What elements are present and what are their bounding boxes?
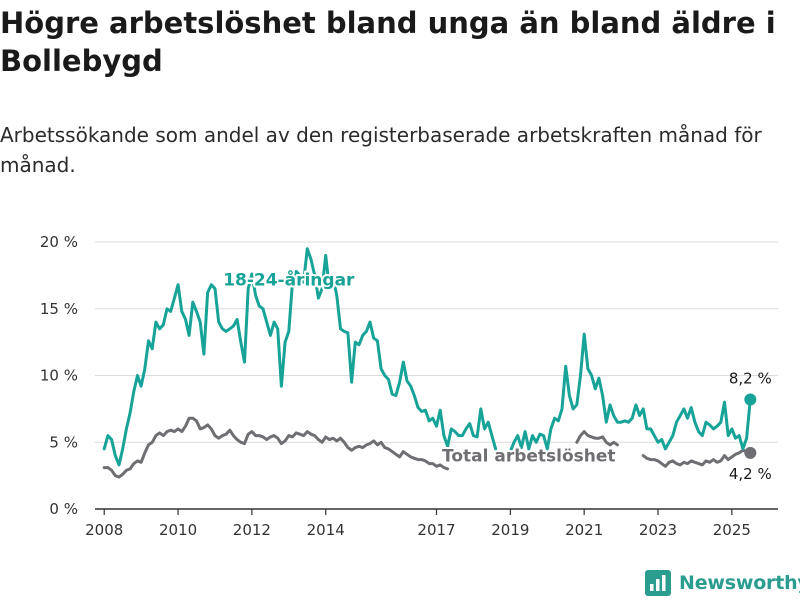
- x-tick-label: 2019: [491, 521, 529, 539]
- series-annotations: 18-24-åringar Total arbetslöshet: [221, 266, 617, 468]
- chart-subtitle: Arbetssökande som andel av den registerb…: [0, 123, 762, 177]
- grid-lines: [95, 241, 778, 443]
- y-tick-label: 15 %: [40, 300, 78, 318]
- x-tick-label: 2025: [713, 521, 751, 539]
- x-tick-label: 2012: [233, 521, 271, 539]
- end-label-total: 4,2 %: [729, 465, 772, 483]
- x-tick-label: 2021: [565, 521, 603, 539]
- series-end-markers: 8,2 % 4,2 %: [729, 370, 772, 483]
- series-lines: [102, 247, 752, 479]
- end-marker-youth: [744, 393, 757, 406]
- x-tick-label: 2008: [85, 521, 123, 539]
- y-tick-label: 10 %: [40, 367, 78, 385]
- series-label-total: Total arbetslöshet: [442, 447, 616, 467]
- newsworthy-logo-icon: [645, 570, 671, 596]
- chart-title: Högre arbetslöshet bland unga än bland ä…: [0, 6, 776, 78]
- x-tick-label: 2023: [639, 521, 677, 539]
- x-axis: 2008 2010 2012 2014 2017 2019 2021 2023 2025: [85, 508, 778, 539]
- brand-name: Newsworthy: [679, 572, 800, 594]
- x-tick-label: 2014: [307, 521, 345, 539]
- x-tick-label: 2010: [159, 521, 197, 539]
- end-marker-total: [744, 446, 757, 459]
- series-line-youth: [102, 247, 752, 467]
- series-line-total: [102, 416, 752, 479]
- end-label-youth: 8,2 %: [729, 370, 772, 388]
- y-tick-label: 20 %: [40, 233, 78, 251]
- x-tick-label: 2017: [417, 521, 455, 539]
- brand-logo[interactable]: Newsworthy: [645, 567, 800, 599]
- y-tick-label: 0 %: [49, 500, 78, 518]
- y-tick-label: 5 %: [49, 433, 78, 451]
- series-label-youth: 18-24-åringar: [223, 268, 355, 290]
- y-axis-tick-labels: 0 % 5 % 10 % 15 % 20 %: [40, 233, 78, 518]
